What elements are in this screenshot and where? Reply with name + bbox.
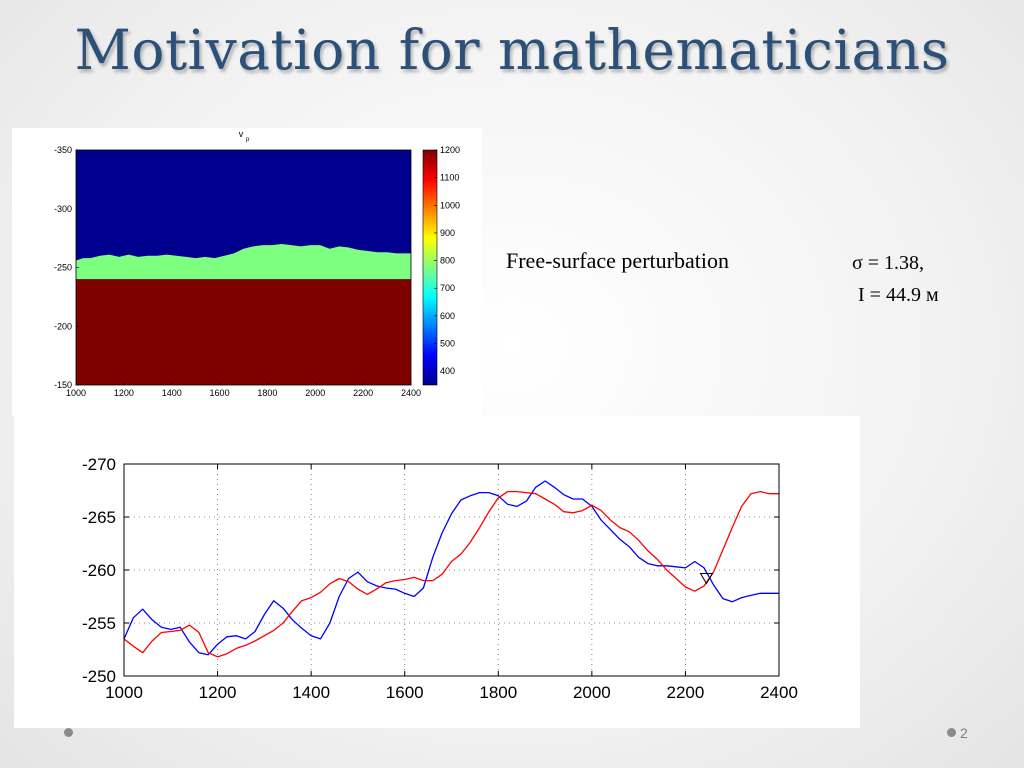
colorbar-tick-label: 800 [440, 256, 455, 266]
y-tick-label: -260 [82, 561, 116, 580]
surface-profile-chart: 1000 1200 1400 1600 1800 2000 2200 2400 -270 -265… [82, 455, 798, 702]
x-tick-label: 2400 [760, 683, 798, 702]
velocity-title: v [239, 129, 244, 139]
colorbar-tick-label: 500 [440, 339, 455, 349]
heatmap-x-tick-label: 1600 [210, 388, 230, 398]
colorbar-tick-label: 700 [440, 283, 455, 293]
x-tick-label: 1000 [105, 683, 143, 702]
velocity-title-subscript: p [246, 137, 250, 143]
heatmap-y-tick-label: -350 [54, 145, 72, 155]
heatmap-x-tick-label: 2000 [305, 388, 325, 398]
heatmap-y-tick-label: -250 [54, 263, 72, 273]
heatmap-x-tick-label: 2400 [401, 388, 421, 398]
heatmap-y-tick-label: -200 [54, 321, 72, 331]
heatmap-y-tick-label: -150 [54, 380, 72, 390]
heatmap-x-tick-label: 2200 [353, 388, 373, 398]
x-tick-label: 2200 [667, 683, 705, 702]
colorbar [422, 149, 438, 386]
heatmap-x-tick-label: 1800 [257, 388, 277, 398]
blue-series-line [123, 480, 779, 656]
correlation-length-value: I = 44.9 м [858, 284, 939, 306]
velocity-model-panel: v p 1000 1200 1400 1600 1800 2000 2200 2400 -350… [12, 128, 482, 416]
y-tick-label: -250 [82, 667, 116, 686]
x-tick-label: 1400 [292, 683, 330, 702]
colorbar-tick-label: 1100 [440, 173, 459, 183]
nav-dot-left [64, 728, 73, 737]
red-series-line [123, 490, 779, 658]
colorbar-tick-label: 1200 [440, 145, 460, 155]
colorbar-tick-label: 900 [440, 228, 455, 238]
y-tick-label: -270 [82, 455, 116, 474]
x-tick-label: 1200 [199, 683, 237, 702]
line-chart-frame [123, 463, 780, 677]
y-tick-label: -265 [82, 508, 116, 527]
page-number: 2 [960, 725, 968, 741]
velocity-model-chart: v p 1000 1200 1400 1600 1800 2000 2200 2400 -350… [54, 129, 460, 398]
heatmap-x-tick-label: 1400 [162, 388, 182, 398]
slide-title: Motivation for mathematicians [74, 18, 950, 82]
y-tick-label: -255 [82, 614, 116, 633]
sigma-value: σ = 1.38, [852, 252, 925, 274]
nav-dot-right [947, 728, 956, 737]
medium-region [76, 279, 411, 385]
x-tick-label: 2000 [573, 683, 611, 702]
heatmap-x-tick-label: 1000 [66, 388, 86, 398]
surface-profile-panel: 1000 1200 1400 1600 1800 2000 2200 2400 -270 -265… [14, 416, 860, 728]
heatmap-y-tick-label: -300 [54, 204, 72, 214]
x-tick-label: 1800 [479, 683, 517, 702]
colorbar-tick-label: 400 [440, 366, 455, 376]
heatmap-x-tick-label: 1200 [114, 388, 134, 398]
x-tick-label: 1600 [386, 683, 424, 702]
triangle-marker [699, 572, 714, 585]
colorbar-tick-label: 600 [440, 311, 455, 321]
colorbar-tick-label: 1000 [440, 200, 460, 210]
surface-layer-region [76, 244, 411, 280]
free-surface-caption: Free-surface perturbation [506, 248, 729, 273]
